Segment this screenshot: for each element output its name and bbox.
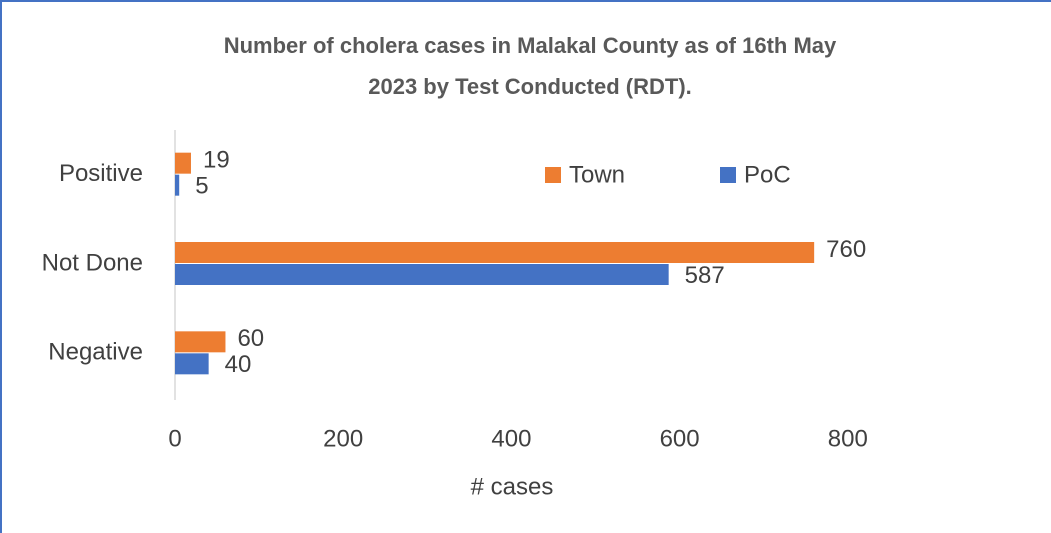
legend-label: PoC bbox=[744, 161, 791, 188]
data-label: 60 bbox=[237, 325, 264, 352]
x-tick-label: 0 bbox=[168, 425, 181, 452]
bar bbox=[175, 174, 180, 196]
legend-swatch bbox=[545, 167, 561, 183]
data-label: 760 bbox=[826, 236, 866, 263]
bar bbox=[175, 264, 669, 285]
x-tick-label: 200 bbox=[323, 425, 363, 452]
y-tick-label: Negative bbox=[48, 339, 143, 366]
bar bbox=[175, 331, 226, 353]
chart-title: Number of cholera cases in Malakal Count… bbox=[224, 33, 837, 58]
x-tick-label: 400 bbox=[491, 425, 531, 452]
data-label: 19 bbox=[203, 147, 230, 174]
data-label: 587 bbox=[685, 262, 725, 289]
data-label: 5 bbox=[195, 173, 208, 200]
legend-swatch bbox=[720, 167, 736, 183]
data-label: 40 bbox=[225, 351, 252, 378]
x-tick-label: 800 bbox=[828, 425, 868, 452]
bar bbox=[175, 242, 815, 263]
chart-title: 2023 by Test Conducted (RDT). bbox=[368, 74, 692, 99]
x-tick-label: 600 bbox=[660, 425, 700, 452]
bar bbox=[175, 152, 191, 174]
y-tick-label: Positive bbox=[59, 160, 143, 187]
x-axis-label: # cases bbox=[471, 473, 554, 500]
legend-label: Town bbox=[569, 161, 625, 188]
y-tick-label: Not Done bbox=[42, 249, 143, 276]
bar bbox=[175, 353, 209, 375]
